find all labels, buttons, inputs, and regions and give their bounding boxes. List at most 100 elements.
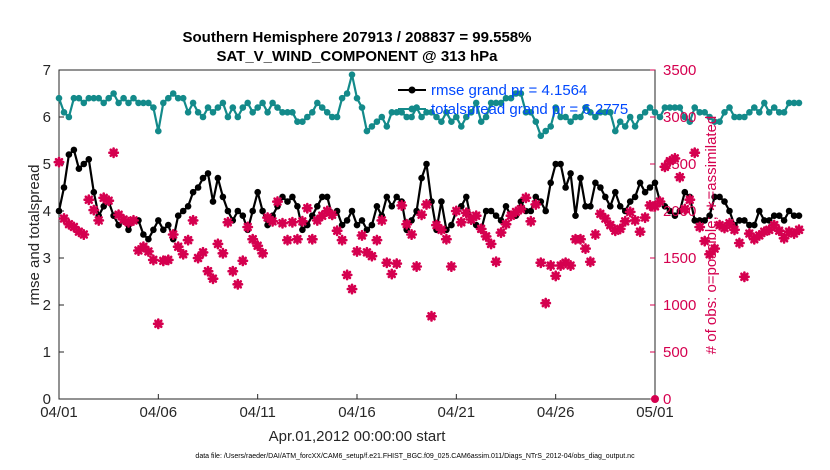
spread-point — [731, 113, 738, 121]
rmse-point — [572, 212, 579, 219]
spread-point — [741, 113, 748, 121]
spread-point — [542, 127, 549, 135]
obs-assimilated-point — [411, 261, 423, 272]
obs-assimilated-point — [277, 217, 288, 229]
spread-point — [393, 109, 401, 116]
rmse-point — [746, 221, 753, 229]
spread-point — [264, 109, 271, 116]
rmse-point — [189, 188, 197, 196]
rmse-point — [234, 207, 242, 215]
obs-assimilated-point — [306, 233, 318, 245]
obs-assimilated-point — [580, 243, 591, 255]
rmse-point — [184, 203, 192, 210]
rmse-point — [204, 170, 212, 177]
obs-assimilated-point — [520, 192, 532, 204]
spread-point — [135, 99, 142, 107]
spread-point — [785, 99, 793, 107]
spread-point — [597, 109, 604, 116]
spread-point — [651, 109, 659, 116]
spread-point — [711, 118, 718, 125]
spread-point — [120, 94, 127, 102]
rmse-point — [145, 235, 152, 243]
spread-point — [299, 118, 306, 125]
obs-assimilated-point — [192, 252, 204, 264]
obs-assimilated-point — [525, 215, 537, 227]
obs-assimilated-point — [331, 225, 343, 237]
obs-assimilated-point — [440, 233, 452, 245]
spread-point — [194, 109, 202, 116]
obs-assimilated-point — [793, 224, 805, 236]
rmse-point — [736, 217, 743, 224]
obs-assimilated-point — [252, 240, 264, 252]
rmse-point — [666, 207, 674, 215]
spread-point — [294, 118, 301, 125]
spread-point — [100, 99, 107, 107]
obs-assimilated-point — [738, 271, 750, 283]
rmse-point — [348, 207, 356, 215]
spread-point — [244, 99, 251, 107]
spread-point — [169, 90, 177, 97]
spread-point — [155, 127, 162, 135]
spread-point — [795, 99, 803, 107]
obs-assimilated-point — [202, 265, 214, 277]
rmse-point — [691, 217, 698, 224]
rmse-point — [577, 174, 584, 182]
obs-assimilated-point — [778, 232, 790, 244]
spread-point — [602, 109, 609, 116]
x-axis-label: Apr.01,2012 00:00:00 start — [269, 428, 447, 445]
spread-point — [343, 90, 351, 97]
rmse-point — [562, 184, 569, 191]
obs-assimilated-point — [406, 229, 418, 240]
right-tick-label: 1000 — [663, 297, 696, 314]
obs-assimilated-point — [128, 214, 139, 226]
chart-title-line1: Southern Hemisphere 207913 / 208837 = 99… — [183, 29, 532, 46]
obs-assimilated-point — [639, 212, 651, 224]
obs-assimilated-point — [510, 206, 522, 218]
obs-assimilated-point — [272, 196, 283, 208]
spread-point — [229, 104, 237, 111]
x-tick-label: 04/06 — [140, 404, 178, 421]
spread-point — [189, 99, 197, 107]
spread-point — [314, 99, 321, 107]
left-tick-label: 6 — [43, 109, 51, 126]
spread-point — [403, 113, 411, 121]
spread-point — [661, 104, 669, 111]
rmse-point — [239, 212, 247, 219]
obs-assimilated-point — [172, 241, 184, 253]
spread-point — [224, 113, 232, 121]
obs-assimilated-point — [58, 213, 70, 224]
spread-point — [527, 109, 535, 116]
rmse-point — [249, 207, 256, 215]
rmse-point — [155, 217, 162, 224]
obs-assimilated-point — [445, 261, 457, 272]
obs-assimilated-point — [416, 209, 428, 221]
obs-assimilated-point — [619, 215, 631, 227]
spread-point — [284, 109, 291, 116]
obs-assimilated-point — [470, 210, 482, 222]
rmse-point — [626, 198, 634, 205]
spread-point — [408, 113, 415, 121]
obs-assimilated-point — [704, 248, 716, 260]
obs-assimilated-point — [361, 246, 373, 258]
obs-assimilated-point — [137, 241, 149, 253]
rmse-point — [388, 203, 396, 210]
obs-assimilated-point — [386, 268, 398, 280]
spread-point — [378, 113, 386, 121]
x-axis-ticks: 04/01 04/06 04/11 04/16 04/21 04/26 05/0… — [40, 404, 674, 421]
legend: rmse grand pr = 4.1564 totalspread grand… — [398, 82, 628, 118]
legend-spread-label: totalspread grand pr = 6.2775 — [431, 101, 628, 118]
obs-assimilated-point — [286, 216, 298, 228]
spread-point — [562, 113, 569, 121]
obs-assimilated-point — [505, 210, 517, 222]
rmse-point — [463, 193, 470, 201]
spread-point — [418, 113, 425, 121]
spread-point — [254, 104, 261, 111]
rmse-point — [55, 207, 63, 215]
x-tick-label: 05/01 — [636, 404, 674, 421]
spread-point — [110, 90, 117, 97]
rmse-point — [90, 188, 98, 196]
obs-assimilated-point — [515, 203, 527, 215]
spread-point — [184, 109, 192, 116]
spread-point — [105, 94, 112, 102]
